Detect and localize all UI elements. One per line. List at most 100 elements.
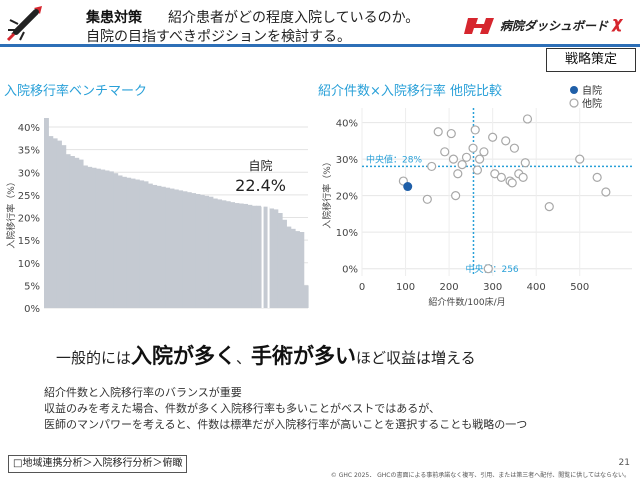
- other-hospital-point: [451, 191, 461, 201]
- other-hospital-point: [488, 132, 498, 142]
- other-hospital-point: [461, 152, 472, 162]
- other-hospital-point: [518, 172, 528, 182]
- bar: [290, 228, 296, 308]
- y-tick-label: 20%: [336, 192, 358, 203]
- other-hospital-point: [544, 202, 554, 212]
- x-tick-label: 300: [483, 282, 502, 293]
- strategy-button[interactable]: 戦略策定: [546, 48, 636, 72]
- bar: [269, 208, 274, 308]
- bar: [52, 138, 58, 308]
- bar: [178, 190, 184, 308]
- other-hospital-point: [474, 154, 485, 164]
- bar: [160, 186, 166, 308]
- bar: [243, 203, 249, 308]
- bar: [65, 154, 71, 308]
- other-hospital-point: [601, 187, 611, 197]
- other-hospital-point: [575, 154, 585, 164]
- bar: [56, 140, 62, 308]
- other-hospital-point: [592, 172, 602, 182]
- bar: [221, 200, 227, 308]
- bar: [87, 166, 93, 308]
- y-tick-label: 40%: [18, 123, 40, 134]
- bar: [251, 205, 257, 308]
- brand-name: 病院ダッシュボード: [500, 19, 609, 33]
- y-tick-label: 30%: [336, 155, 358, 166]
- copyright-notice: © GHC 2025． GHCの書面による事前承諾なく複写、引用、または第三者へ…: [330, 472, 630, 479]
- other-hospital-point: [483, 264, 493, 274]
- bar: [113, 173, 119, 308]
- page-subtitle-line2: 自院の目指すべきポジションを検討する。: [86, 29, 352, 45]
- bar: [134, 179, 140, 308]
- bar: [295, 231, 300, 308]
- bar: [104, 170, 110, 308]
- y-tick-label: 35%: [18, 146, 40, 157]
- key-message-strong2: 手術が多い: [251, 344, 357, 368]
- y-tick-label: 0%: [342, 265, 358, 276]
- y-tick-label: 5%: [24, 281, 40, 292]
- other-hospital-point: [457, 160, 467, 170]
- note-line: 収益のみを考えた場合、件数が多く入院移行率も多いことがベストではあるが、: [44, 402, 440, 415]
- bar: [121, 176, 127, 308]
- key-message-mid: 、: [236, 349, 252, 367]
- bar: [234, 203, 240, 308]
- bar: [95, 168, 101, 308]
- other-hospital-point: [440, 147, 450, 157]
- bar: [186, 192, 192, 308]
- key-message-pre: 一般的には: [56, 349, 132, 367]
- key-message-post: ほど収益は増える: [356, 349, 476, 367]
- comparison-section-title: 紹介件数×入院移行率 他院比較: [318, 84, 503, 99]
- brand-logo-icon: [464, 18, 494, 34]
- bar: [130, 178, 136, 308]
- bar: [230, 202, 236, 308]
- x-tick-label: 500: [570, 282, 589, 293]
- self-label-value: 22.4%: [235, 176, 286, 195]
- x-tick-label: 200: [440, 282, 459, 293]
- x-axis-label: 紹介件数/100床/月: [428, 296, 505, 308]
- bar: [156, 185, 162, 308]
- breadcrumb[interactable]: □地域連携分析＞入院移行分析＞俯瞰: [8, 455, 188, 473]
- bar: [108, 171, 114, 308]
- bar: [191, 193, 197, 308]
- y-axis-label: 入院移行率（%）: [5, 177, 17, 249]
- bar: [91, 167, 97, 308]
- other-hospital-point: [479, 147, 489, 157]
- other-hospital-point: [496, 172, 506, 182]
- bar: [78, 159, 84, 308]
- bar: [61, 145, 67, 308]
- other-hospital-point: [422, 194, 432, 204]
- bar: [303, 285, 309, 308]
- bar: [126, 177, 132, 308]
- x-tick-label: 400: [527, 282, 546, 293]
- other-hospital-point: [446, 128, 456, 139]
- x-tick-label: 0: [359, 282, 365, 293]
- bar: [299, 232, 305, 308]
- bar: [74, 157, 80, 308]
- bar: [48, 136, 54, 308]
- median-y-label: 中央値：28%: [366, 153, 422, 165]
- bar: [286, 226, 292, 308]
- y-axis-label: 入院移行率（%）: [321, 157, 333, 229]
- other-hospital-point: [472, 165, 483, 175]
- bar: [217, 199, 223, 308]
- other-hospital-point: [507, 178, 517, 188]
- bar: [204, 195, 210, 308]
- other-hospital-point: [433, 127, 443, 137]
- y-tick-label: 10%: [336, 228, 358, 239]
- header: 集患対策 紹介患者がどの程度入院しているのか。 自院の目指すべきポジションを検討…: [0, 0, 640, 45]
- note-line: 紹介件数と入院移行率のバランスが重要: [44, 386, 242, 399]
- other-hospital-point: [453, 169, 463, 179]
- page-title: 集患対策: [86, 10, 142, 26]
- bar: [182, 191, 188, 308]
- bar: [100, 169, 106, 308]
- bar: [117, 175, 123, 308]
- y-tick-label: 30%: [18, 168, 40, 179]
- legend-self-label: 自院: [582, 84, 602, 97]
- bar: [195, 194, 201, 308]
- bar: [44, 118, 49, 308]
- bar: [264, 206, 270, 308]
- self-label-name: 自院: [249, 159, 273, 173]
- bar: [143, 181, 149, 308]
- bar: [199, 194, 205, 308]
- bar: [282, 219, 287, 308]
- y-tick-label: 20%: [18, 214, 40, 225]
